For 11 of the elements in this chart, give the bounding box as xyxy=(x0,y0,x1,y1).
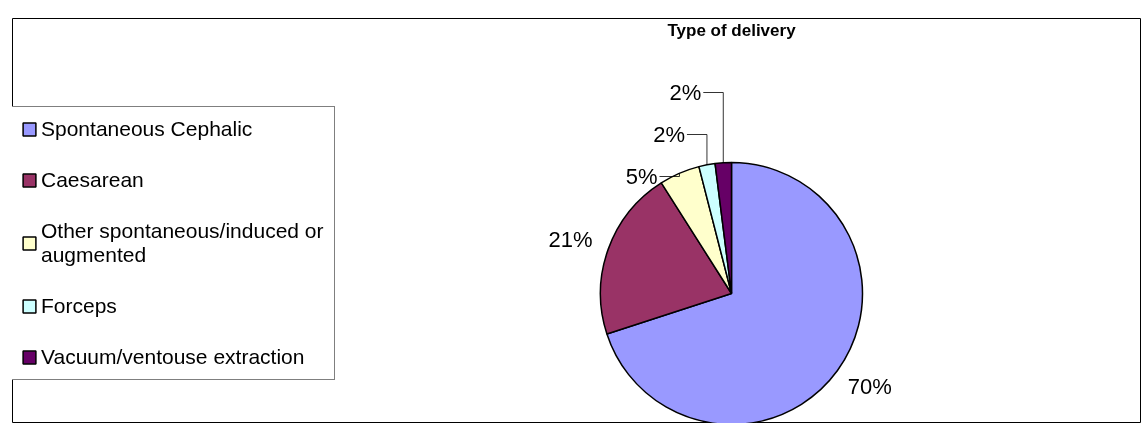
data-label: 2% xyxy=(669,80,702,105)
data-label: 2% xyxy=(653,122,685,147)
legend-label: Other spontaneous/induced or augmented xyxy=(41,219,324,267)
data-label: 70% xyxy=(847,374,892,400)
legend-label: Spontaneous Cephalic xyxy=(41,117,253,141)
legend-label: Vacuum/ventouse extraction xyxy=(41,345,305,369)
legend-label: Forceps xyxy=(41,294,117,318)
data-label: 5% xyxy=(625,164,658,189)
data-label: 21% xyxy=(548,227,593,253)
legend-label: Caesarean xyxy=(41,168,144,192)
chart-title: Type of delivery xyxy=(667,20,797,40)
